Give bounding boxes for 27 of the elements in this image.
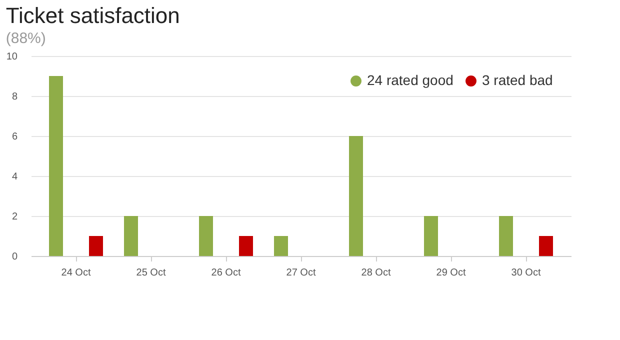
y-tick-label: 2: [12, 212, 18, 222]
x-tick-label: 25 Oct: [136, 268, 166, 278]
bar: [199, 216, 213, 256]
x-tick-label: 29 Oct: [436, 268, 466, 278]
y-tick-label: 6: [12, 132, 18, 142]
y-tick-label: 8: [12, 92, 18, 102]
bar: [124, 216, 138, 256]
x-tick-label: 26 Oct: [211, 268, 241, 278]
chart-subtitle: (88%): [6, 30, 46, 47]
y-tick-label: 0: [12, 252, 18, 262]
y-tick-label: 4: [12, 172, 18, 182]
x-tick-label: 24 Oct: [61, 268, 91, 278]
bar: [49, 76, 63, 256]
x-tick-label: 27 Oct: [286, 268, 316, 278]
x-tick-label: 30 Oct: [511, 268, 541, 278]
bar: [499, 216, 513, 256]
chart-title: Ticket satisfaction: [6, 3, 180, 28]
legend-label: 24 rated good: [367, 72, 454, 88]
bar: [424, 216, 438, 256]
legend-label: 3 rated bad: [482, 72, 553, 88]
bar: [274, 236, 288, 256]
bar: [349, 136, 363, 256]
bar: [89, 236, 103, 256]
y-tick-label: 10: [6, 52, 18, 62]
bar: [539, 236, 553, 256]
x-tick-label: 28 Oct: [361, 268, 391, 278]
bar: [239, 236, 253, 256]
